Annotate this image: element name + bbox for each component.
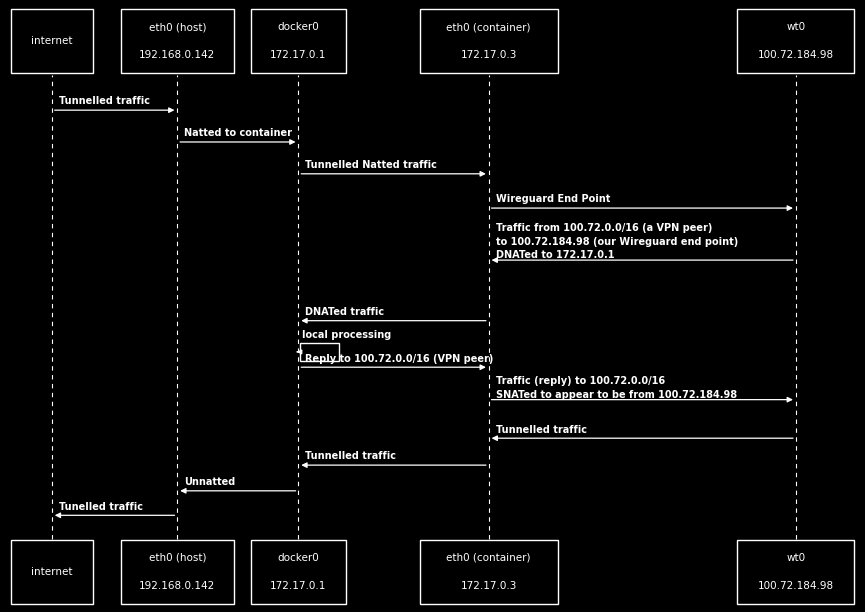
FancyBboxPatch shape — [10, 9, 93, 73]
Text: internet: internet — [31, 36, 73, 47]
Text: 100.72.184.98: 100.72.184.98 — [758, 50, 834, 61]
Text: 192.168.0.142: 192.168.0.142 — [139, 581, 215, 591]
Text: 100.72.184.98: 100.72.184.98 — [758, 581, 834, 591]
Text: Tunelled traffic: Tunelled traffic — [59, 502, 143, 512]
Text: Traffic from 100.72.0.0/16 (a VPN peer): Traffic from 100.72.0.0/16 (a VPN peer) — [496, 223, 712, 233]
FancyBboxPatch shape — [300, 343, 339, 361]
Text: eth0 (host): eth0 (host) — [149, 22, 206, 32]
Text: Reply to 100.72.0.0/16 (VPN peer): Reply to 100.72.0.0/16 (VPN peer) — [305, 354, 494, 364]
FancyBboxPatch shape — [121, 9, 234, 73]
FancyBboxPatch shape — [420, 540, 558, 604]
Text: Natted to container: Natted to container — [184, 129, 292, 138]
Text: to 100.72.184.98 (our Wireguard end point): to 100.72.184.98 (our Wireguard end poin… — [496, 237, 738, 247]
Text: 192.168.0.142: 192.168.0.142 — [139, 50, 215, 61]
Text: Unnatted: Unnatted — [184, 477, 235, 487]
FancyBboxPatch shape — [251, 9, 346, 73]
FancyBboxPatch shape — [10, 540, 93, 604]
Text: Traffic (reply) to 100.72.0.0/16: Traffic (reply) to 100.72.0.0/16 — [496, 376, 665, 386]
Text: wt0: wt0 — [786, 553, 805, 563]
Text: local processing: local processing — [302, 330, 391, 340]
Text: 172.17.0.3: 172.17.0.3 — [460, 50, 517, 61]
Text: DNATed to 172.17.0.1: DNATed to 172.17.0.1 — [496, 250, 614, 260]
Text: Tunnelled traffic: Tunnelled traffic — [305, 452, 396, 461]
Text: eth0 (container): eth0 (container) — [446, 22, 531, 32]
Text: Tunnelled traffic: Tunnelled traffic — [59, 97, 150, 106]
Text: internet: internet — [31, 567, 73, 577]
Text: Tunnelled traffic: Tunnelled traffic — [496, 425, 586, 435]
FancyBboxPatch shape — [121, 540, 234, 604]
Text: SNATed to appear to be from 100.72.184.98: SNATed to appear to be from 100.72.184.9… — [496, 390, 737, 400]
Text: 172.17.0.1: 172.17.0.1 — [270, 581, 327, 591]
Text: docker0: docker0 — [278, 22, 319, 32]
FancyBboxPatch shape — [251, 540, 346, 604]
Text: DNATed traffic: DNATed traffic — [305, 307, 384, 317]
Text: 172.17.0.3: 172.17.0.3 — [460, 581, 517, 591]
Text: wt0: wt0 — [786, 22, 805, 32]
Text: eth0 (host): eth0 (host) — [149, 553, 206, 563]
Text: eth0 (container): eth0 (container) — [446, 553, 531, 563]
FancyBboxPatch shape — [737, 540, 855, 604]
Text: 172.17.0.1: 172.17.0.1 — [270, 50, 327, 61]
Text: Tunnelled Natted traffic: Tunnelled Natted traffic — [305, 160, 437, 170]
Text: Wireguard End Point: Wireguard End Point — [496, 195, 610, 204]
Text: docker0: docker0 — [278, 553, 319, 563]
FancyBboxPatch shape — [737, 9, 855, 73]
FancyBboxPatch shape — [420, 9, 558, 73]
